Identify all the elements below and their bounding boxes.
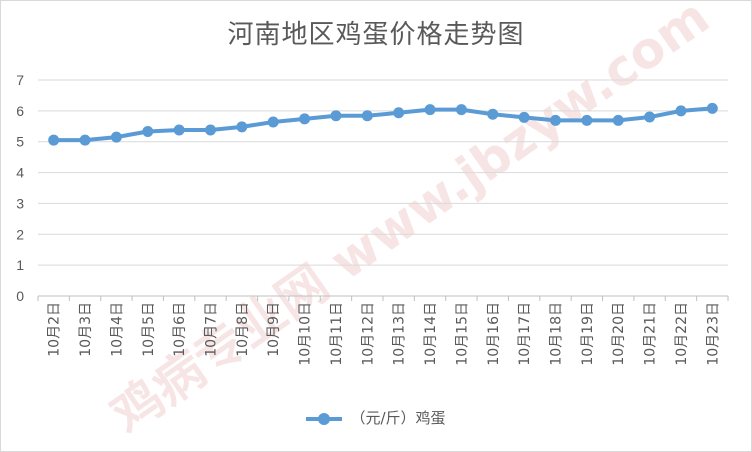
x-tick-label: 10月10日 <box>298 302 314 366</box>
data-point <box>550 114 561 126</box>
x-tick-label: 10月14日 <box>423 302 439 366</box>
watermark: 鸡病专业网 www.jbzyw.com <box>101 0 720 445</box>
data-point <box>173 124 185 136</box>
x-tick-label: 10月5日 <box>141 302 157 357</box>
data-point <box>110 131 122 143</box>
data-point <box>612 114 624 126</box>
data-point <box>205 124 216 136</box>
data-point <box>581 114 593 126</box>
y-tick-label: 0 <box>16 288 24 304</box>
data-point <box>455 104 467 116</box>
x-tick-label: 10月15日 <box>454 302 470 366</box>
data-point <box>236 121 248 133</box>
x-tick-label: 10月7日 <box>204 302 220 357</box>
x-tick-label: 10月20日 <box>611 302 627 366</box>
data-point <box>330 110 342 122</box>
data-point <box>424 104 436 116</box>
legend: （元/斤）鸡蛋 <box>0 407 752 428</box>
y-tick-label: 5 <box>16 134 24 150</box>
data-point <box>706 102 718 114</box>
series-line <box>51 106 715 143</box>
y-tick-label: 1 <box>16 257 24 273</box>
data-point <box>644 111 656 123</box>
x-tick-label: 10月13日 <box>392 302 408 366</box>
x-tick-label: 10月3日 <box>78 302 94 357</box>
y-axis: 0 1 2 3 4 5 6 7 <box>16 72 24 304</box>
x-tick-label: 10月18日 <box>549 302 565 366</box>
gridlines <box>38 79 728 297</box>
x-tick-label: 10月11日 <box>329 302 345 366</box>
x-tick-label: 10月9日 <box>266 302 282 357</box>
data-point <box>393 107 405 119</box>
y-tick-label: 4 <box>16 165 24 181</box>
x-tick-label: 10月23日 <box>705 302 721 366</box>
chart-title: 河南地区鸡蛋价格走势图 <box>227 20 525 50</box>
y-tick-label: 3 <box>16 195 24 211</box>
x-tick-label: 10月2日 <box>47 302 63 357</box>
x-tick-label: 10月4日 <box>109 302 125 357</box>
legend-marker-icon <box>306 412 343 425</box>
x-tick-label: 10月21日 <box>643 302 659 366</box>
data-point <box>142 126 154 138</box>
x-tick-label: 10月12日 <box>360 302 376 366</box>
data-point <box>675 105 687 117</box>
x-tick-label: 10月16日 <box>486 302 502 366</box>
watermark-text: 鸡病专业网 www.jbzyw.com <box>101 0 720 445</box>
series-group <box>48 102 718 146</box>
x-tick-label: 10月6日 <box>172 302 188 357</box>
x-axis: 10月2日 10月3日 10月4日 10月5日 10月6日 10月7日 10月8日 10月9日… <box>37 296 729 366</box>
data-point <box>361 110 373 122</box>
x-tick-label: 10月17日 <box>517 302 533 366</box>
y-tick-label: 6 <box>16 103 24 119</box>
x-tick-label: 10月8日 <box>235 302 251 357</box>
x-tick-label: 10月19日 <box>580 302 596 366</box>
data-point <box>267 116 279 128</box>
data-point <box>48 134 60 146</box>
data-point <box>487 108 499 120</box>
y-tick-label: 2 <box>16 226 24 242</box>
legend-label: （元/斤）鸡蛋 <box>350 409 446 427</box>
data-point <box>299 113 311 125</box>
x-tick-label: 10月22日 <box>674 302 690 366</box>
data-point <box>518 111 530 123</box>
y-tick-label: 7 <box>16 72 24 88</box>
data-point <box>79 134 91 146</box>
